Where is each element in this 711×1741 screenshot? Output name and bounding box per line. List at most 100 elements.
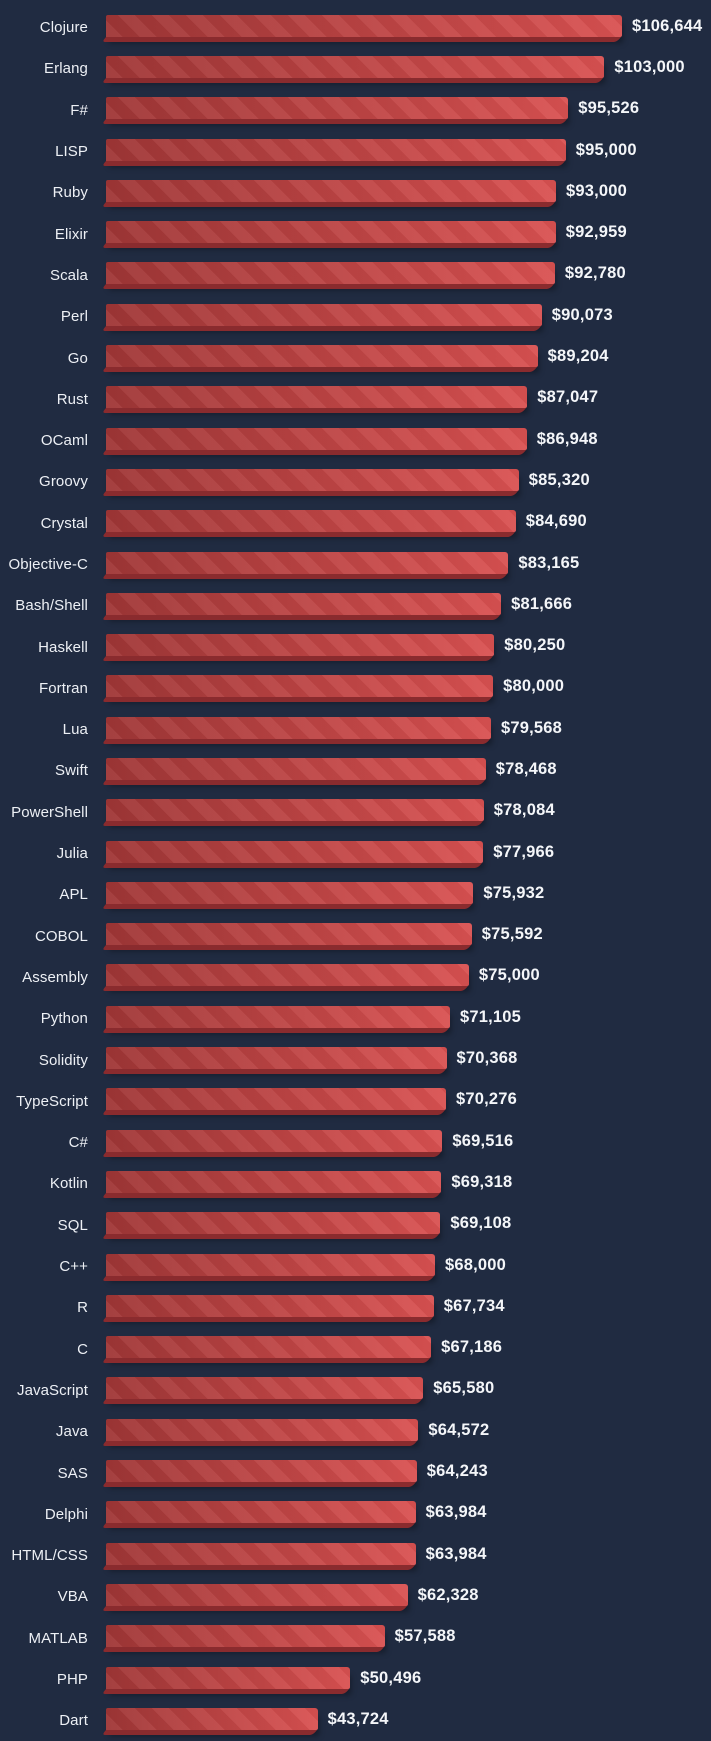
bar-row: Rust $87,047 xyxy=(0,379,711,420)
language-label: C xyxy=(77,1340,88,1358)
salary-value-label: $83,165 xyxy=(518,553,580,572)
salary-value-label: $93,000 xyxy=(566,181,628,200)
bar-row: Elixir $92,959 xyxy=(0,213,711,254)
language-label: SAS xyxy=(57,1464,88,1482)
bar-row: TypeScript $70,276 xyxy=(0,1081,711,1122)
salary-bar xyxy=(106,1212,441,1235)
salary-bar xyxy=(106,964,469,987)
salary-value-label: $69,516 xyxy=(452,1131,514,1150)
salary-bar xyxy=(106,1005,450,1028)
language-label: Elixir xyxy=(54,225,88,243)
language-label: Erlang xyxy=(44,60,88,78)
language-label: PowerShell xyxy=(11,803,88,821)
language-label: PHP xyxy=(56,1671,88,1689)
salary-value-label: $81,666 xyxy=(511,594,573,613)
salary-bar xyxy=(106,1542,416,1565)
language-label: R xyxy=(77,1299,88,1317)
bar-row: Perl $90,073 xyxy=(0,296,711,337)
salary-bar xyxy=(106,221,556,244)
language-label: Dart xyxy=(59,1712,88,1730)
salary-bar xyxy=(106,303,542,326)
language-label: Bash/Shell xyxy=(15,597,88,615)
salary-value-label: $80,250 xyxy=(504,636,566,655)
salary-bar xyxy=(106,1666,351,1689)
language-label: C# xyxy=(68,1134,88,1152)
language-label: Python xyxy=(40,1010,88,1028)
bar-row: MATLAB $57,588 xyxy=(0,1618,711,1659)
language-label: VBA xyxy=(57,1588,88,1606)
language-label: Assembly xyxy=(22,968,88,986)
bar-row: Scala $92,780 xyxy=(0,255,711,296)
bar-row: Objective-C $83,165 xyxy=(0,544,711,585)
bar-row: HTML/CSS $63,984 xyxy=(0,1535,711,1576)
bar-row: JavaScript $65,580 xyxy=(0,1370,711,1411)
bar-row: Fortran $80,000 xyxy=(0,668,711,709)
salary-value-label: $75,592 xyxy=(481,925,543,944)
salary-bar xyxy=(106,1460,417,1483)
salary-bar xyxy=(106,840,484,863)
salary-value-label: $85,320 xyxy=(528,470,590,489)
salary-bar xyxy=(106,262,555,285)
salary-bar xyxy=(106,468,519,491)
salary-value-label: $63,984 xyxy=(425,1544,487,1563)
salary-value-label: $78,468 xyxy=(495,759,557,778)
salary-bar xyxy=(106,634,495,657)
language-label: HTML/CSS xyxy=(11,1547,88,1565)
salary-value-label: $63,984 xyxy=(425,1503,487,1522)
salary-bar xyxy=(106,757,486,780)
language-label: SQL xyxy=(57,1216,88,1234)
language-label: Perl xyxy=(60,308,88,326)
salary-value-label: $77,966 xyxy=(493,842,555,861)
bar-row: Groovy $85,320 xyxy=(0,461,711,502)
language-label: LISP xyxy=(55,143,88,161)
bar-row: COBOL $75,592 xyxy=(0,916,711,957)
salary-value-label: $69,318 xyxy=(451,1172,513,1191)
salary-bar xyxy=(106,1294,434,1317)
language-label: C++ xyxy=(59,1258,88,1276)
bar-row: OCaml $86,948 xyxy=(0,420,711,461)
salary-bar xyxy=(106,55,605,78)
salary-bar xyxy=(106,386,528,409)
bar-row: C $67,186 xyxy=(0,1329,711,1370)
salary-bar xyxy=(106,1707,318,1730)
salary-value-label: $87,047 xyxy=(537,388,599,407)
salary-bar xyxy=(106,510,516,533)
salary-value-label: $95,000 xyxy=(575,140,637,159)
salary-value-label: $92,780 xyxy=(564,264,626,283)
bar-row: SQL $69,108 xyxy=(0,1205,711,1246)
language-label: JavaScript xyxy=(16,1381,88,1399)
salary-value-label: $67,186 xyxy=(441,1338,503,1357)
salary-bar xyxy=(106,1418,419,1441)
salary-value-label: $80,000 xyxy=(503,677,565,696)
language-label: Solidity xyxy=(38,1051,88,1069)
salary-bar xyxy=(106,551,509,574)
bar-row: Erlang $103,000 xyxy=(0,48,711,89)
language-label: Swift xyxy=(54,762,88,780)
salary-value-label: $43,724 xyxy=(327,1709,389,1728)
salary-bar xyxy=(106,427,527,450)
language-label: TypeScript xyxy=(16,1092,88,1110)
bar-row: Bash/Shell $81,666 xyxy=(0,585,711,626)
salary-value-label: $75,932 xyxy=(483,883,545,902)
salary-bar xyxy=(106,799,484,822)
bar-row: Lua $79,568 xyxy=(0,709,711,750)
salary-value-label: $68,000 xyxy=(445,1255,507,1274)
salary-bar xyxy=(106,1047,447,1070)
bar-row: Java $64,572 xyxy=(0,1411,711,1452)
language-label: COBOL xyxy=(34,927,88,945)
bar-row: Kotlin $69,318 xyxy=(0,1163,711,1204)
language-label: Haskell xyxy=(38,638,88,656)
salary-value-label: $103,000 xyxy=(614,57,685,76)
language-label: OCaml xyxy=(40,432,88,450)
language-label: MATLAB xyxy=(28,1629,88,1647)
salary-value-label: $84,690 xyxy=(525,512,587,531)
bar-row: Python $71,105 xyxy=(0,998,711,1039)
salary-bar xyxy=(106,138,566,161)
salary-bar xyxy=(106,592,502,615)
salary-value-label: $92,959 xyxy=(565,223,627,242)
salary-value-label: $69,108 xyxy=(450,1214,512,1233)
salary-value-label: $71,105 xyxy=(460,1007,522,1026)
bar-row: Assembly $75,000 xyxy=(0,957,711,998)
bar-row: C# $69,516 xyxy=(0,1122,711,1163)
